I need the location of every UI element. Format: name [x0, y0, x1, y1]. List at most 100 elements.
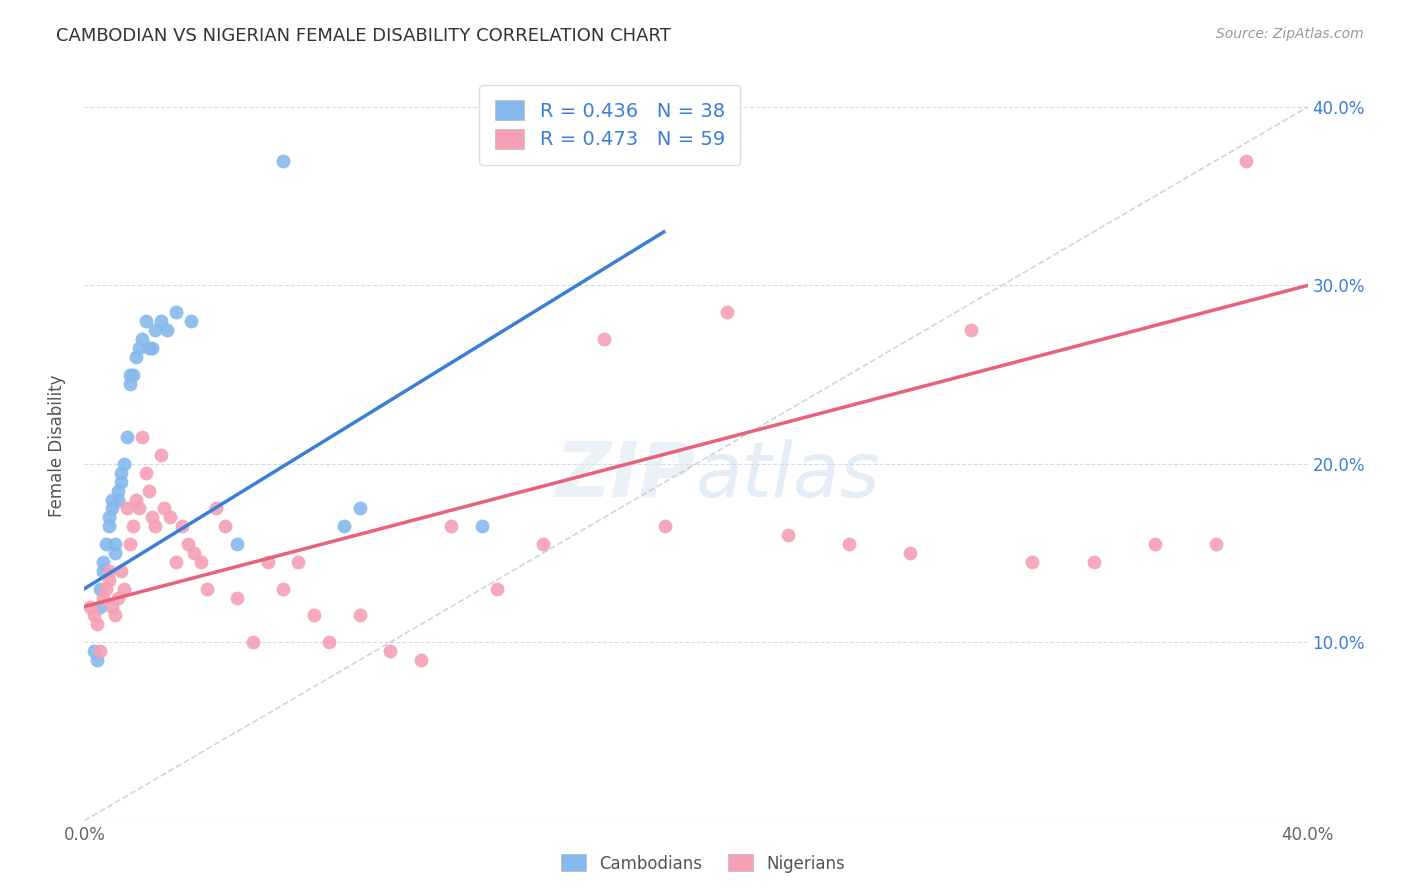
- Point: [120, 376, 142, 391]
- Point: [141, 341, 163, 355]
- Point: [195, 582, 218, 596]
- Point: [1236, 153, 1258, 168]
- Point: [593, 332, 616, 346]
- Point: [654, 519, 676, 533]
- Point: [226, 591, 249, 605]
- Point: [716, 305, 738, 319]
- Point: [349, 501, 371, 516]
- Point: [271, 153, 294, 168]
- Point: [180, 314, 202, 328]
- Point: [838, 537, 860, 551]
- Point: [86, 617, 108, 632]
- Y-axis label: Female Disability: Female Disability: [48, 375, 66, 517]
- Point: [125, 492, 148, 507]
- Point: [257, 555, 280, 569]
- Legend: Cambodians, Nigerians: Cambodians, Nigerians: [554, 847, 852, 880]
- Point: [333, 519, 356, 533]
- Text: atlas: atlas: [696, 439, 880, 513]
- Point: [128, 341, 150, 355]
- Point: [1205, 537, 1227, 551]
- Point: [131, 430, 153, 444]
- Point: [131, 332, 153, 346]
- Point: [349, 608, 371, 623]
- Point: [112, 582, 135, 596]
- Point: [112, 457, 135, 471]
- Point: [101, 501, 124, 516]
- Point: [143, 519, 166, 533]
- Point: [531, 537, 554, 551]
- Point: [97, 573, 120, 587]
- Point: [83, 644, 105, 658]
- Point: [141, 510, 163, 524]
- Text: ZIP: ZIP: [557, 439, 696, 513]
- Point: [440, 519, 463, 533]
- Point: [97, 519, 120, 533]
- Point: [1083, 555, 1105, 569]
- Point: [271, 582, 294, 596]
- Point: [1143, 537, 1166, 551]
- Point: [165, 305, 187, 319]
- Point: [898, 546, 921, 560]
- Point: [110, 466, 132, 480]
- Point: [302, 608, 325, 623]
- Point: [115, 430, 138, 444]
- Point: [91, 555, 114, 569]
- Point: [205, 501, 228, 516]
- Point: [83, 608, 105, 623]
- Point: [471, 519, 494, 533]
- Point: [122, 368, 145, 382]
- Point: [107, 591, 129, 605]
- Point: [138, 341, 160, 355]
- Point: [287, 555, 309, 569]
- Point: [165, 555, 187, 569]
- Text: Source: ZipAtlas.com: Source: ZipAtlas.com: [1216, 27, 1364, 41]
- Point: [104, 608, 127, 623]
- Point: [172, 519, 194, 533]
- Point: [97, 564, 120, 578]
- Point: [94, 537, 117, 551]
- Point: [1021, 555, 1043, 569]
- Point: [318, 635, 340, 649]
- Point: [107, 483, 129, 498]
- Point: [128, 501, 150, 516]
- Point: [107, 492, 129, 507]
- Point: [120, 537, 142, 551]
- Point: [153, 501, 176, 516]
- Point: [183, 546, 205, 560]
- Point: [960, 323, 983, 337]
- Text: CAMBODIAN VS NIGERIAN FEMALE DISABILITY CORRELATION CHART: CAMBODIAN VS NIGERIAN FEMALE DISABILITY …: [56, 27, 671, 45]
- Point: [79, 599, 101, 614]
- Point: [89, 582, 111, 596]
- Point: [214, 519, 236, 533]
- Point: [104, 546, 127, 560]
- Point: [101, 492, 124, 507]
- Point: [101, 599, 124, 614]
- Point: [135, 466, 157, 480]
- Point: [110, 475, 132, 489]
- Point: [409, 653, 432, 667]
- Point: [226, 537, 249, 551]
- Point: [91, 564, 114, 578]
- Point: [242, 635, 264, 649]
- Point: [122, 519, 145, 533]
- Point: [94, 582, 117, 596]
- Point: [120, 368, 142, 382]
- Point: [89, 644, 111, 658]
- Point: [110, 564, 132, 578]
- Point: [149, 314, 172, 328]
- Point: [143, 323, 166, 337]
- Point: [115, 501, 138, 516]
- Point: [149, 448, 172, 462]
- Point: [177, 537, 200, 551]
- Point: [125, 350, 148, 364]
- Point: [776, 528, 799, 542]
- Point: [86, 653, 108, 667]
- Point: [104, 537, 127, 551]
- Point: [190, 555, 212, 569]
- Point: [159, 510, 181, 524]
- Point: [380, 644, 402, 658]
- Legend: R = 0.436   N = 38, R = 0.473   N = 59: R = 0.436 N = 38, R = 0.473 N = 59: [479, 85, 741, 165]
- Point: [156, 323, 179, 337]
- Point: [97, 510, 120, 524]
- Point: [138, 483, 160, 498]
